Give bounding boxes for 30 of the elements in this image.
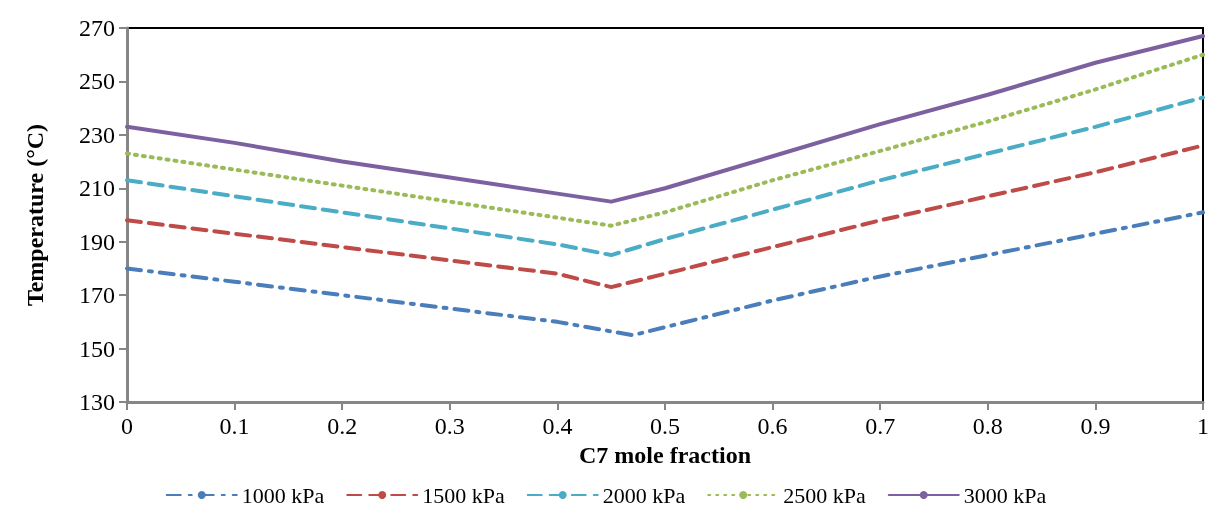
line-series [125, 52, 1205, 228]
x-tick-label: 0.9 [1080, 413, 1111, 439]
legend-label: 3000 kPa [963, 482, 1047, 508]
y-tick-label: 190 [79, 228, 115, 255]
x-axis-title: C7 mole fraction [579, 441, 751, 468]
y-tick-label: 270 [79, 15, 115, 41]
y-axis-title: Temperature (°C) [22, 123, 48, 307]
x-tick-label: 0.5 [650, 413, 680, 439]
x-tick-label: 0.8 [972, 413, 1003, 439]
y-tick-label: 250 [79, 68, 115, 95]
x-tick-label: 0.1 [219, 413, 250, 439]
line-series [125, 210, 1205, 338]
legend-label: 2500 kPa [783, 482, 866, 508]
x-tick-label: 0.3 [434, 413, 465, 439]
y-tick-label: 150 [79, 335, 115, 362]
x-tick-label: 1 [1197, 413, 1209, 439]
x-tick-label: 0 [121, 413, 133, 439]
line-series [125, 34, 1205, 204]
line-series [125, 95, 1205, 258]
x-tick-label: 0.6 [757, 413, 788, 439]
y-tick-label: 210 [79, 175, 115, 202]
legend-label: 1500 kPa [422, 482, 505, 508]
y-tick-label: 170 [79, 282, 115, 309]
y-tick-label: 230 [79, 121, 115, 148]
legend-label: 1000 kPa [241, 482, 325, 508]
legend-label: 2000 kPa [602, 482, 686, 508]
x-tick-label: 0.7 [865, 413, 896, 439]
y-tick-label: 130 [79, 389, 115, 415]
x-tick-label: 0.2 [327, 413, 358, 439]
x-tick-label: 0.4 [542, 413, 573, 439]
